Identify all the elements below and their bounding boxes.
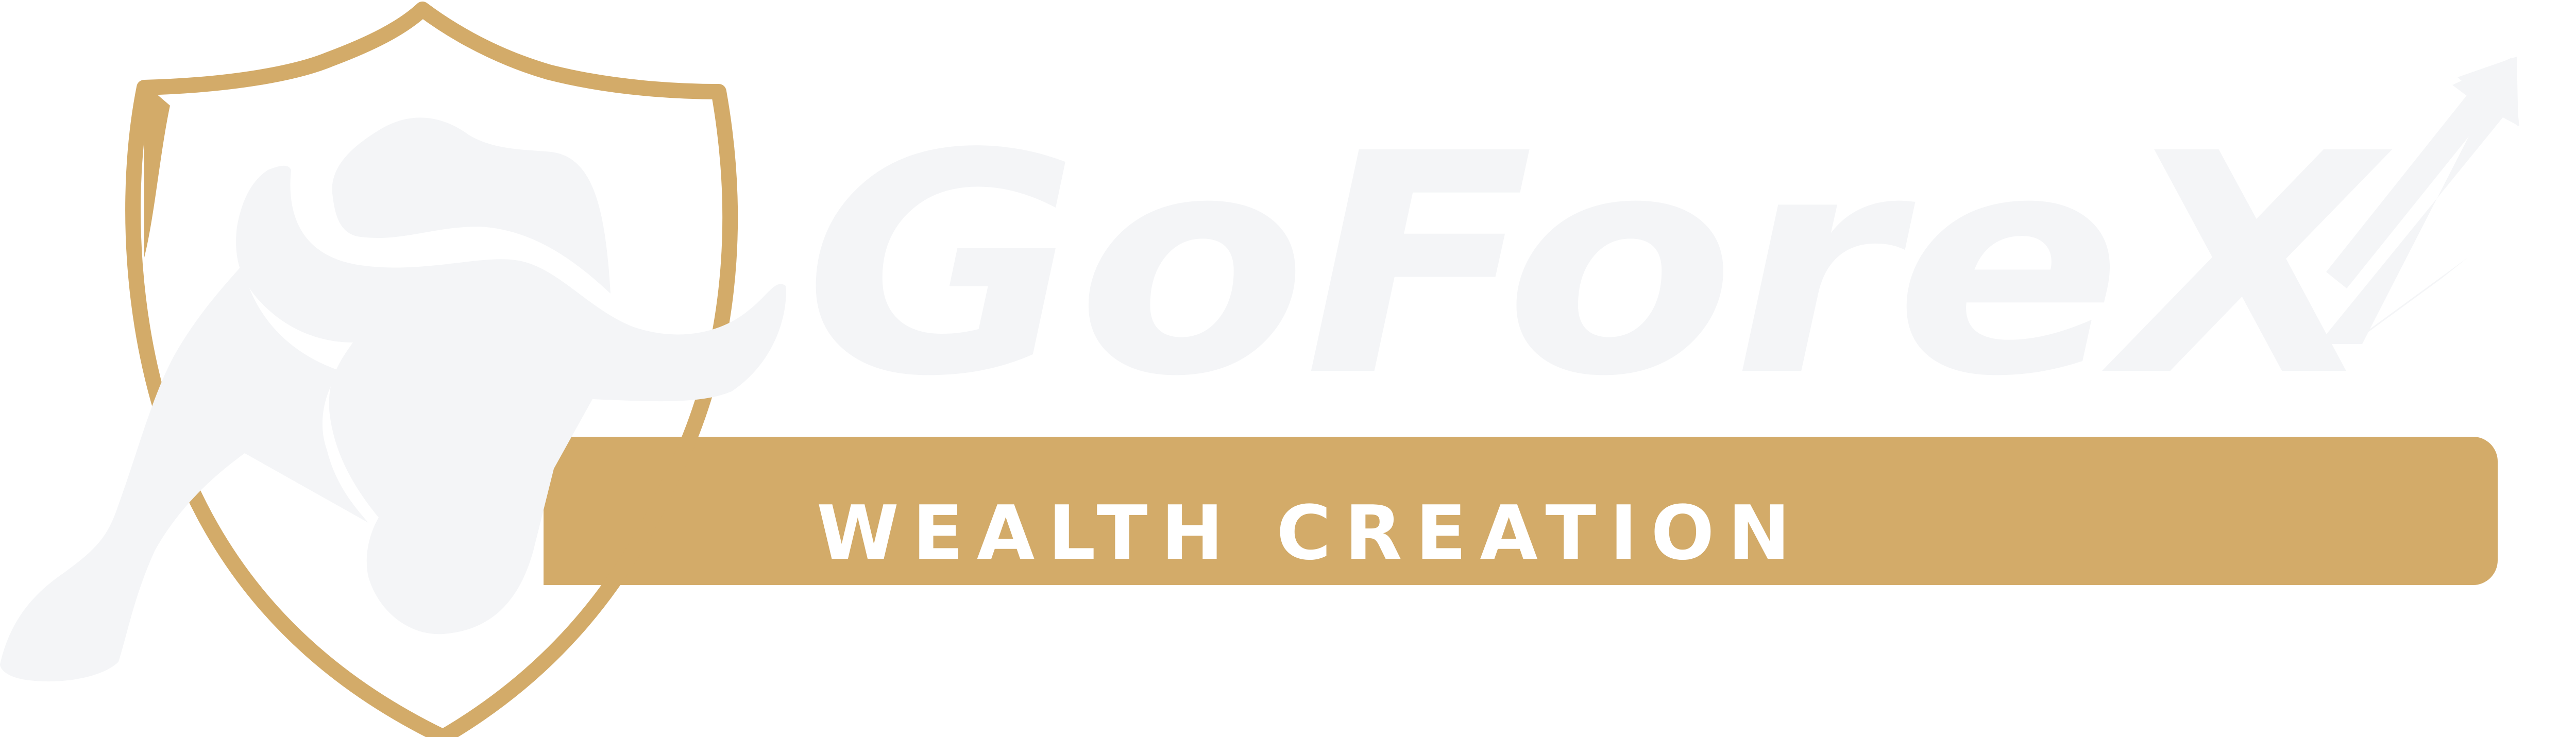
- shield-left-accent: [144, 83, 170, 258]
- arrow-head: [2458, 57, 2518, 126]
- bull-hump: [332, 117, 611, 294]
- brand-wordmark: GoForeX: [804, 89, 2393, 443]
- tagline-banner-bar: [544, 437, 2498, 585]
- bull-leg-tail: [0, 265, 368, 682]
- arrow-stroke: [2326, 88, 2494, 288]
- tagline-text: WEALTH CREATION: [817, 490, 1804, 577]
- tagline-banner: WEALTH CREATION: [544, 437, 2498, 585]
- bull-icon: [0, 117, 786, 682]
- upward-arrow-icon: [2318, 57, 2519, 344]
- bull-body: [236, 165, 786, 635]
